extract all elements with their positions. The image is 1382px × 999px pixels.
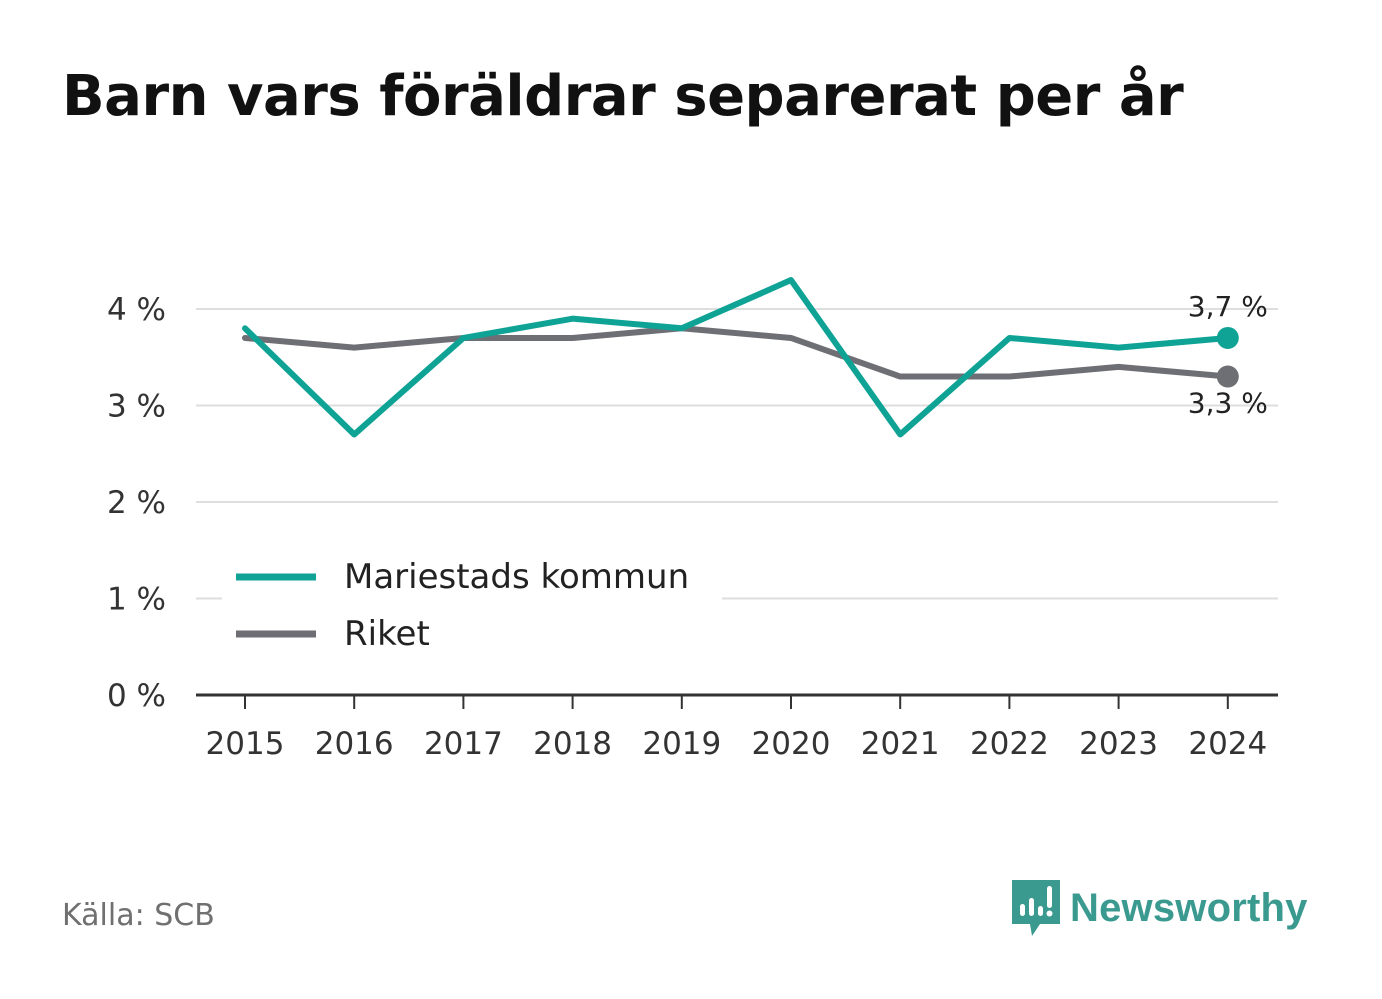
series-line (242, 325, 1231, 380)
x-tick-label: 2021 (861, 726, 940, 762)
x-tick-label: 2019 (642, 726, 721, 762)
newsworthy-logo-icon (1012, 880, 1060, 936)
x-tick-label: 2020 (752, 726, 831, 762)
x-tick-label: 2015 (206, 726, 285, 762)
end-value-label: 3,3 % (1188, 387, 1268, 420)
legend-label: Riket (344, 614, 430, 654)
x-tick-label: 2023 (1079, 726, 1158, 762)
legend-background (222, 548, 722, 666)
source-note: Källa: SCB (62, 898, 215, 933)
brand-logo: Newsworthy (1010, 878, 1308, 938)
x-tick-label: 2017 (424, 726, 503, 762)
legend-label: Mariestads kommun (344, 557, 689, 597)
y-tick-label: 0 % (107, 678, 166, 714)
x-tick-label: 2022 (970, 726, 1049, 762)
series-end-point (1216, 365, 1239, 388)
y-tick-label: 1 % (107, 582, 166, 618)
x-tick-label: 2018 (533, 726, 612, 762)
y-tick-label: 2 % (107, 485, 166, 521)
brand-name: Newsworthy (1070, 885, 1308, 930)
y-axis-tick-labels: 0 % 1 % 2 % 3 % 4 % (107, 292, 166, 714)
y-tick-label: 3 % (107, 389, 166, 425)
y-tick-label: 4 % (107, 292, 166, 328)
end-value-labels: 3,7 % 3,3 % (1188, 290, 1268, 420)
x-tick-label: 2024 (1188, 726, 1267, 762)
x-tick-label: 2016 (315, 726, 394, 762)
end-value-label: 3,7 % (1188, 290, 1268, 323)
chart-title: Barn vars föräldrar separerat per år (62, 64, 1184, 129)
legend: Mariestads kommun Riket (222, 548, 722, 666)
x-axis: 2015 2016 2017 2018 2019 2020 2021 2022 2023 2024 (196, 693, 1278, 762)
series-end-point (1216, 326, 1239, 349)
series-lines (242, 277, 1239, 438)
series-line (242, 277, 1231, 438)
